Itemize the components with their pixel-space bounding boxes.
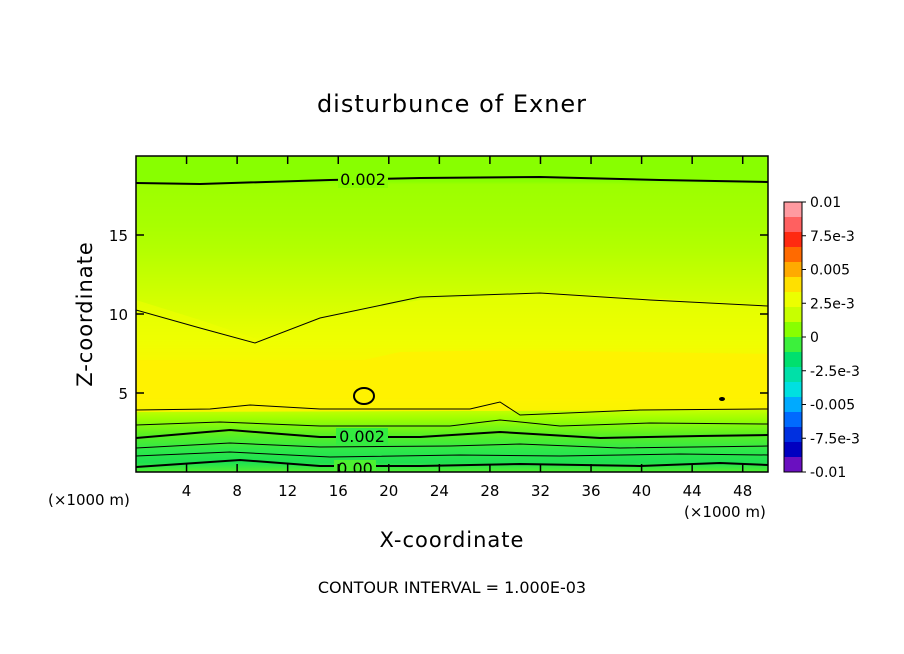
colorbar-label: 7.5e-3	[810, 229, 855, 245]
colorbar-swatch	[784, 367, 802, 383]
y-axis-label: Z-coordinate	[73, 241, 97, 387]
contour-interval-note: CONTOUR INTERVAL = 1.000E-03	[318, 578, 586, 597]
colorbar-swatch	[784, 307, 802, 323]
contour-label: 0.002	[340, 170, 386, 189]
x-tick-label: 16	[329, 482, 348, 500]
contour-label: 0.00	[337, 459, 373, 478]
colorbar-swatch	[784, 427, 802, 443]
contour-label-bg	[336, 428, 388, 445]
y-tick-label: 15	[109, 227, 128, 245]
colorbar-label: -0.005	[810, 398, 855, 414]
contour-line	[136, 401, 768, 416]
x-tick-label: 24	[430, 482, 449, 500]
colorbar-swatch	[784, 262, 802, 278]
x-tick-label: 4	[182, 482, 192, 500]
plot-area: 0.002 0.002 0.00	[136, 156, 768, 478]
colorbar-swatch	[784, 217, 802, 233]
contour-label-bg	[338, 170, 388, 188]
contour-line	[136, 428, 768, 440]
colorbar-swatch	[784, 292, 802, 308]
contour-closed-loop	[353, 387, 375, 405]
colorbar-swatch	[784, 457, 802, 473]
colorbar-label: 0	[810, 330, 819, 346]
x-tick-label: 8	[232, 482, 242, 500]
y-axis-unit: (×1000 m)	[48, 491, 130, 509]
x-tick-label: 40	[632, 482, 651, 500]
contour-label: 0.002	[339, 427, 385, 446]
y-tick-label: 5	[118, 385, 128, 403]
chart-title: disturbunce of Exner	[317, 90, 587, 118]
colorbar-swatch	[784, 397, 802, 413]
x-tick-label: 48	[733, 482, 752, 500]
core-yellow-band	[136, 350, 768, 412]
x-axis-unit: (×1000 m)	[684, 503, 766, 521]
colorbar-label: -2.5e-3	[810, 364, 860, 380]
colorbar-swatch	[784, 442, 802, 458]
contour-line	[136, 451, 768, 458]
x-tick-label: 36	[581, 482, 600, 500]
colorbar-swatch	[784, 337, 802, 353]
y-axis: 5 10 15	[109, 227, 768, 403]
x-tick-label: 44	[683, 482, 702, 500]
colorbar-label: 0.01	[810, 195, 841, 211]
contour-line	[136, 419, 768, 427]
contour-line	[136, 175, 768, 186]
colorbar-label: -7.5e-3	[810, 431, 860, 447]
x-tick-label: 12	[278, 482, 297, 500]
x-axis: 4 8 12 16 20 24 28 32 36 40 44 48	[182, 156, 752, 500]
colorbar-swatch	[784, 247, 802, 263]
colorbar-swatch	[784, 382, 802, 398]
colorbar-swatch	[784, 202, 802, 218]
colorbar-swatch	[784, 322, 802, 338]
contour-line	[136, 292, 768, 344]
x-tick-label: 28	[480, 482, 499, 500]
colorbar-swatch	[784, 277, 802, 293]
y-tick-label: 10	[109, 306, 128, 324]
x-tick-label: 32	[531, 482, 550, 500]
upper-yellow-band	[136, 292, 768, 360]
colorbar-swatch	[784, 412, 802, 428]
contour-label-bg	[334, 460, 376, 472]
colorbar-label: -0.01	[810, 465, 846, 481]
x-tick-label: 20	[379, 482, 398, 500]
colorbar-label: 2.5e-3	[810, 296, 855, 312]
contour-closed-loop	[719, 397, 725, 401]
colorbar-swatch	[784, 352, 802, 368]
colorbar-swatch	[784, 232, 802, 248]
colorbar: 0.01 7.5e-3 0.005 2.5e-3 0 -2.5e-3 -0.005 -7.5e…	[783, 195, 860, 481]
colorbar-label: 0.005	[810, 263, 850, 279]
x-axis-label: X-coordinate	[380, 528, 525, 552]
contour-line	[136, 442, 768, 449]
contour-line	[136, 458, 768, 468]
